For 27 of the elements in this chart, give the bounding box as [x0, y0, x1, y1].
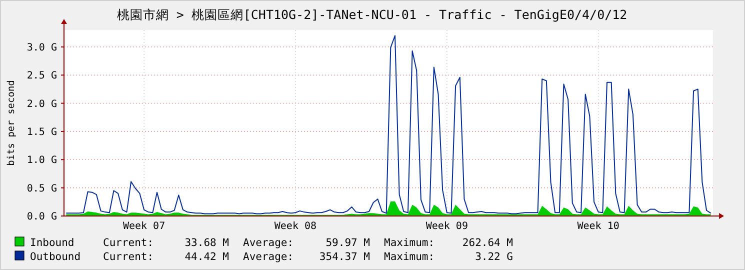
chart-title: 桃園市網 > 桃園區網[CHT10G-2]-TANet-NCU-01 - Traffic - TenGigE0/4/0/12: [116, 7, 628, 22]
y-tick-label: 2.0 G: [26, 98, 57, 110]
text: 59.97 M: [326, 237, 370, 249]
x-tick-label: Week 08: [274, 221, 317, 232]
text: 3.22 G: [475, 251, 513, 263]
y-tick-label: 2.5 G: [26, 70, 57, 82]
y-tick-label: 1.0 G: [26, 155, 57, 166]
text: Maximum:: [384, 237, 435, 249]
y-tick-label: 0.0 G: [26, 212, 57, 222]
text: Current:: [103, 237, 154, 249]
y-tick-label: 1.5 G: [26, 126, 57, 138]
text: 44.42 M: [184, 251, 229, 263]
text: Average:: [243, 251, 294, 263]
text: Average:: [243, 237, 294, 249]
text: Maximum:: [384, 251, 435, 263]
x-tick-label: Week 07: [122, 221, 166, 232]
x-tick-label: Week 09: [426, 221, 468, 232]
text: 262.64 M: [462, 237, 513, 249]
y-tick-label: 0.5 G: [26, 183, 57, 194]
legend-label: Inbound: [30, 237, 74, 249]
y-tick-label: 3.0 G: [26, 42, 57, 54]
text: 354.37 M: [319, 251, 370, 263]
text: Current:: [103, 251, 154, 263]
x-tick-label: Week 10: [577, 221, 620, 232]
text: 33.68 M: [184, 237, 229, 249]
y-axis-title: bits per second: [6, 80, 17, 166]
legend-label: Outbound: [30, 251, 81, 263]
